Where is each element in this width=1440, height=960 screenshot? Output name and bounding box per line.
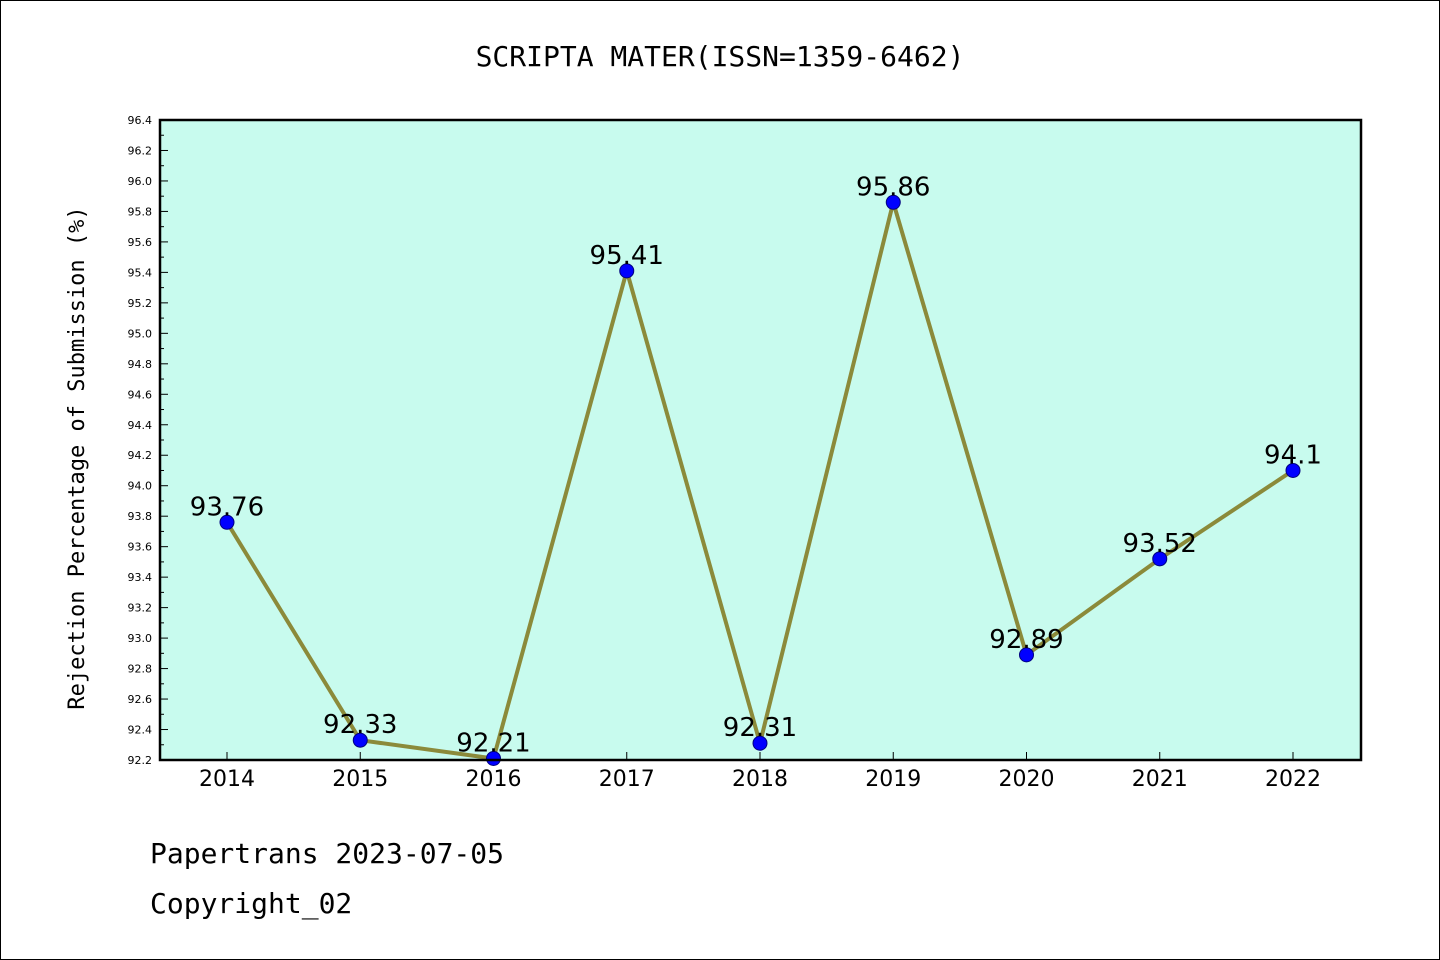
y-tick-label: 94.2 (128, 449, 153, 462)
y-tick-label: 93.0 (128, 632, 153, 645)
data-point (885, 194, 901, 210)
series-group: 93.76 92.33 92.21 95.41 92.31 95.86 92.89 93.52… (190, 172, 1322, 766)
y-tick-label: 95.2 (128, 297, 153, 310)
y-tick-label: 95.8 (128, 205, 153, 218)
y-tick-label: 94.8 (128, 358, 153, 371)
x-axis: 2014 2015 2016 2017 2018 2019 2020 2021 2022 (199, 752, 1321, 792)
x-tick-label: 2016 (466, 767, 522, 792)
x-tick-label: 2015 (332, 767, 388, 792)
y-tick-label: 94.6 (128, 388, 153, 401)
footer-date: Papertrans 2023-07-05 (150, 837, 504, 870)
y-tick-label: 94.4 (128, 419, 153, 432)
x-tick-label: 2022 (1265, 767, 1321, 792)
x-tick-label: 2021 (1132, 767, 1188, 792)
y-tick-label: 93.4 (128, 571, 153, 584)
y-tick-label: 93.2 (128, 602, 153, 615)
data-point (619, 263, 635, 279)
data-label: 95.86 (856, 172, 930, 202)
x-tick-label: 2020 (999, 767, 1055, 792)
y-tick-label: 92.4 (128, 724, 153, 737)
y-tick-label: 96.2 (128, 144, 153, 157)
data-label: 95.41 (590, 241, 664, 271)
data-label: 93.76 (190, 492, 264, 522)
x-tick-label: 2019 (865, 767, 921, 792)
data-point (752, 735, 768, 751)
data-label: 92.89 (989, 625, 1063, 655)
x-tick-label: 2014 (199, 767, 255, 792)
y-tick-label: 95.6 (128, 236, 153, 249)
data-label: 92.21 (456, 728, 530, 758)
y-tick-label: 92.8 (128, 663, 153, 676)
y-axis-label: Rejection Percentage of Submission (%) (65, 206, 90, 709)
plot-border (158, 118, 1363, 762)
chart-title: SCRIPTA MATER(ISSN=1359-6462) (476, 40, 965, 73)
y-tick-label: 94.0 (128, 480, 153, 493)
data-label: 94.1 (1264, 440, 1322, 470)
footer-copyright: Copyright_02 (150, 887, 352, 921)
data-point (486, 750, 501, 766)
y-tick-label: 92.2 (128, 754, 153, 767)
plot-area (160, 120, 1361, 760)
y-tick-label: 93.8 (128, 510, 153, 523)
data-point (1152, 551, 1168, 567)
data-point (219, 514, 235, 530)
y-tick-label: 95.0 (128, 327, 153, 340)
data-point (1285, 462, 1301, 478)
data-point (352, 732, 368, 748)
data-label: 92.31 (723, 713, 797, 743)
data-label: 93.52 (1123, 529, 1197, 559)
y-tick-label: 96.0 (128, 175, 153, 188)
x-tick-label: 2017 (599, 767, 655, 792)
data-point (1019, 647, 1034, 663)
x-tick-label: 2018 (732, 767, 788, 792)
y-tick-label: 93.6 (128, 541, 153, 554)
y-tick-label: 92.6 (128, 693, 153, 706)
data-label: 92.33 (323, 710, 397, 740)
y-tick-label: 96.4 (128, 114, 153, 127)
y-axis: 92.2 92.4 92.6 92.8 93.0 93.2 93.4 93.6 93.8 94.0… (128, 114, 168, 767)
y-tick-label: 95.4 (128, 266, 153, 279)
